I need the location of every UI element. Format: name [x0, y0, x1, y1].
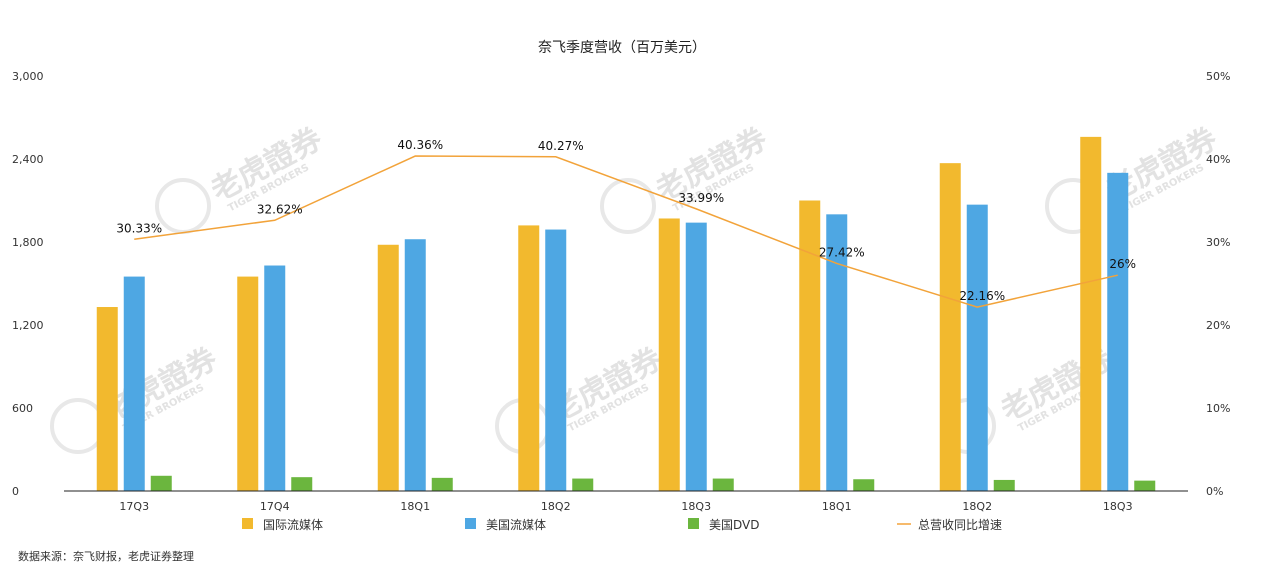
- legend-swatch: [465, 518, 476, 529]
- bar-1-18q1: [799, 200, 821, 491]
- bar-3-17q3: [150, 475, 172, 491]
- growth-data-label: 40.27%: [538, 139, 584, 153]
- legend-label: 总营收同比增速: [918, 518, 1002, 532]
- growth-line: 30.33% 32.62% 40.36% 40.27% 33.99% 27.42% 22.1…: [116, 138, 1136, 308]
- right-tick-label: 0%: [1206, 485, 1223, 498]
- bar-2-18q3: [685, 222, 707, 491]
- category-label: 18Q1: [400, 500, 430, 513]
- legend-swatch: [242, 518, 253, 529]
- growth-data-label: 26%: [1109, 257, 1136, 271]
- growth-data-label: 22.16%: [959, 289, 1005, 303]
- bar-3-18q2: [993, 479, 1015, 491]
- right-tick-label: 30%: [1206, 236, 1230, 249]
- category-label: 18Q3: [681, 500, 711, 513]
- category-label: 17Q3: [119, 500, 149, 513]
- source-note: 数据来源：奈飞财报，老虎证券整理: [18, 550, 194, 563]
- left-axis: 0 600 1,200 1,800 2,400 3,000: [12, 70, 44, 498]
- growth-line-path: [134, 155, 1118, 308]
- growth-data-label: 27.42%: [819, 245, 865, 259]
- bar-2-18q1: [404, 239, 426, 491]
- bar-3-18q3: [1134, 480, 1156, 491]
- category-label: 18Q2: [962, 500, 992, 513]
- legend: 国际流媒体 美国流媒体 美国DVD 总营收同比增速: [242, 518, 1002, 532]
- bar-1-18q1: [377, 244, 399, 491]
- bar-1-18q2: [939, 163, 961, 491]
- bar-3-18q1: [853, 479, 875, 491]
- bar-2-17q3: [123, 276, 145, 491]
- bar-2-18q1: [826, 214, 848, 492]
- bars: [96, 136, 1156, 492]
- chart-title: 奈飞季度营收（百万美元）: [538, 40, 706, 56]
- category-label: 18Q3: [1103, 500, 1133, 513]
- bar-2-18q2: [545, 229, 567, 492]
- right-tick-label: 50%: [1206, 70, 1230, 83]
- bar-1-18q3: [1080, 136, 1102, 491]
- bar-3-17q4: [291, 477, 313, 491]
- left-tick-label: 3,000: [12, 70, 44, 83]
- legend-label: 美国流媒体: [486, 518, 546, 532]
- bar-1-18q2: [518, 225, 540, 491]
- category-label: 18Q2: [541, 500, 571, 513]
- left-tick-label: 2,400: [12, 153, 44, 166]
- legend-swatch: [688, 518, 699, 529]
- bar-1-18q3: [658, 218, 680, 491]
- right-axis: 0% 10% 20% 30% 40% 50%: [1206, 70, 1230, 498]
- left-tick-label: 0: [12, 485, 19, 498]
- category-label: 17Q4: [260, 500, 290, 513]
- left-tick-label: 1,800: [12, 236, 44, 249]
- bar-2-18q3: [1107, 172, 1129, 492]
- growth-data-label: 33.99%: [678, 191, 724, 205]
- left-tick-label: 1,200: [12, 319, 44, 332]
- legend-label: 国际流媒体: [263, 518, 323, 532]
- right-tick-label: 10%: [1206, 402, 1230, 415]
- growth-data-label: 30.33%: [116, 221, 162, 235]
- legend-label: 美国DVD: [709, 518, 759, 532]
- category-label: 18Q1: [822, 500, 852, 513]
- category-labels: 17Q3 17Q4 18Q1 18Q2 18Q3 18Q1 18Q2 18Q3: [119, 500, 1132, 513]
- bar-1-17q4: [237, 276, 259, 491]
- growth-data-label: 32.62%: [257, 202, 303, 216]
- bar-3-18q1: [431, 477, 453, 491]
- bar-3-18q3: [712, 478, 734, 491]
- right-tick-label: 20%: [1206, 319, 1230, 332]
- bar-3-18q2: [572, 478, 594, 491]
- growth-data-label: 40.36%: [397, 138, 443, 152]
- bar-2-18q2: [966, 204, 988, 491]
- watermark-logo: [600, 178, 656, 234]
- right-tick-label: 40%: [1206, 153, 1230, 166]
- left-tick-label: 600: [12, 402, 33, 415]
- bar-2-17q4: [264, 265, 286, 491]
- bar-1-17q3: [96, 307, 118, 491]
